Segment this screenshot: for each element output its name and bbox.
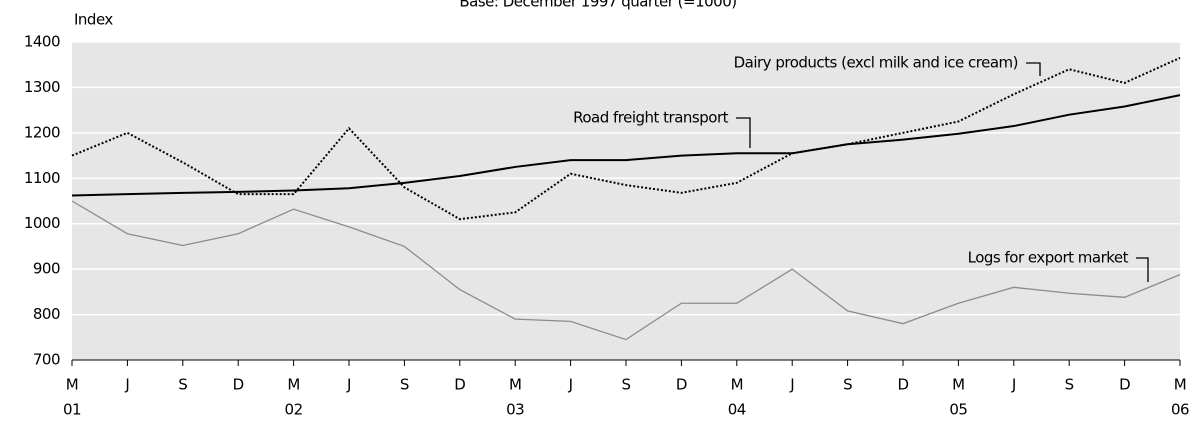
x-tick-label: S — [178, 376, 187, 394]
x-tick-label: J — [346, 376, 351, 394]
y-tick-label: 1300 — [24, 78, 60, 96]
x-tick-label: M — [952, 376, 964, 394]
x-tick-label: J — [124, 376, 129, 394]
y-tick-label: 900 — [33, 260, 60, 278]
x-tick-label: J — [1011, 376, 1016, 394]
x-tick-label: S — [843, 376, 852, 394]
series-annotation: Logs for export market — [968, 249, 1129, 267]
x-tick-label: M — [731, 376, 743, 394]
x-tick-label: M — [509, 376, 521, 394]
y-tick-label: 1000 — [24, 214, 60, 232]
x-tick-label: D — [897, 376, 908, 394]
x-tick-label: M — [66, 376, 78, 394]
x-year-label: 03 — [506, 401, 524, 419]
x-tick-label: M — [1174, 376, 1186, 394]
x-tick-label: D — [454, 376, 465, 394]
y-tick-label: 700 — [33, 351, 60, 369]
x-tick-label: M — [287, 376, 299, 394]
x-tick-label: S — [400, 376, 409, 394]
y-axis-label: Index — [74, 11, 113, 29]
chart-subtitle: Base: December 1997 quarter (=1000) — [459, 0, 736, 11]
series-line — [71, 94, 1181, 197]
series-line — [71, 200, 1181, 341]
x-tick-label: D — [1119, 376, 1130, 394]
x-year-label: 05 — [949, 401, 967, 419]
x-tick-label: J — [568, 376, 573, 394]
series-line — [71, 56, 1181, 221]
plot-background — [72, 42, 1180, 360]
series-annotation: Dairy products (excl milk and ice cream) — [734, 54, 1018, 72]
y-tick-label: 1200 — [24, 123, 60, 141]
annotation-leader — [1136, 257, 1149, 282]
y-tick-label: 1400 — [24, 33, 60, 51]
x-tick-label: J — [789, 376, 794, 394]
x-tick-label: S — [621, 376, 630, 394]
y-tick-label: 800 — [33, 305, 60, 323]
x-year-label: 02 — [285, 401, 303, 419]
x-tick-label: D — [676, 376, 687, 394]
annotation-leader — [736, 117, 751, 148]
x-year-label: 04 — [728, 401, 746, 419]
y-tick-label: 1100 — [24, 169, 60, 187]
x-year-label: 01 — [63, 401, 81, 419]
series-annotation: Road freight transport — [573, 109, 729, 127]
x-tick-label: S — [1065, 376, 1074, 394]
x-year-label: 06 — [1171, 401, 1189, 419]
x-tick-label: D — [233, 376, 244, 394]
annotation-leader — [1026, 62, 1041, 76]
